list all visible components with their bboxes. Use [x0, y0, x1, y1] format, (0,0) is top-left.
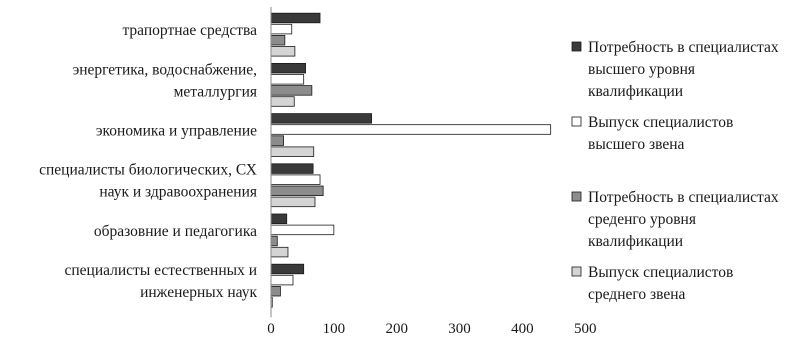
bar-cat3-series3 [270, 196, 316, 208]
bar-cat5-series2 [270, 285, 281, 297]
bar-cat2-series0 [270, 113, 372, 124]
bar-cat5-series0 [270, 263, 305, 275]
bar-cat1-series0 [270, 63, 306, 74]
bar-cat3-series2 [270, 185, 324, 197]
bar-cat0-series3 [270, 46, 296, 57]
legend-label-series3: Выпуск специалистов [588, 264, 733, 281]
legend-label-series2: Потребность в специалистах [588, 189, 779, 206]
x-tick-label: 300 [448, 321, 471, 337]
legend-label-series3: среднего звена [588, 286, 685, 303]
legend-swatch-series0 [571, 41, 582, 52]
bar-cat1-series1 [270, 74, 305, 85]
legend-swatch-series3 [571, 266, 582, 277]
bar-cat4-series3 [270, 246, 289, 258]
bar-cat3-series1 [270, 174, 321, 185]
bar-cat3-series0 [270, 163, 314, 174]
bar-cat4-series0 [270, 213, 288, 225]
bar-cat1-series3 [270, 96, 295, 107]
category-label: образовние и педагогика [94, 223, 257, 240]
bar-cat4-series2 [270, 235, 278, 247]
bar-cat4-series1 [270, 224, 335, 236]
bar-cat2-series3 [270, 146, 315, 157]
category-label: энергетика, водоснабжение, [73, 61, 257, 78]
category-label: металлургия [174, 83, 257, 100]
legend-swatch-series2 [571, 191, 582, 202]
category-labels: трапортнае средства энергетика, водоснабж… [39, 22, 257, 301]
legend: Потребность в специалистах высшего уровня… [571, 39, 779, 303]
category-label: трапортнае средства [122, 22, 257, 39]
category-label: инженерных наук [140, 284, 257, 301]
category-label: специалисты биологических, СХ [39, 162, 257, 179]
bar-cat0-series0 [270, 12, 321, 24]
legend-label-series0: квалификации [588, 83, 683, 100]
bars-layer [270, 12, 552, 308]
x-tick-labels: 0 100 200 300 400 500 [267, 321, 596, 337]
legend-label-series2: среденго уровня [588, 211, 696, 228]
x-tick-label: 400 [511, 321, 534, 337]
legend-label-series2: квалификации [588, 233, 683, 250]
x-tick-label: 100 [323, 321, 346, 337]
legend-label-series0: высшего уровня [588, 61, 695, 78]
legend-swatch-series1 [571, 116, 582, 127]
category-label: специалисты естественных и [64, 262, 257, 279]
x-tick-label: 0 [267, 321, 275, 337]
legend-label-series1: высшего звена [588, 136, 685, 153]
x-tick-label: 500 [574, 321, 597, 337]
bar-cat0-series2 [270, 35, 286, 46]
bar-cat5-series1 [270, 274, 294, 286]
legend-label-series0: Потребность в специалистах [588, 39, 779, 56]
bar-cat2-series2 [270, 135, 284, 146]
legend-label-series1: Выпуск специалистов [588, 114, 733, 131]
category-label: наук и здравоохранения [99, 184, 257, 201]
category-label: экономика и управление [96, 123, 257, 140]
bar-cat1-series2 [270, 85, 313, 96]
x-tick-label: 200 [385, 321, 408, 337]
bar-cat2-series1 [270, 124, 552, 135]
bar-cat0-series1 [270, 23, 293, 35]
